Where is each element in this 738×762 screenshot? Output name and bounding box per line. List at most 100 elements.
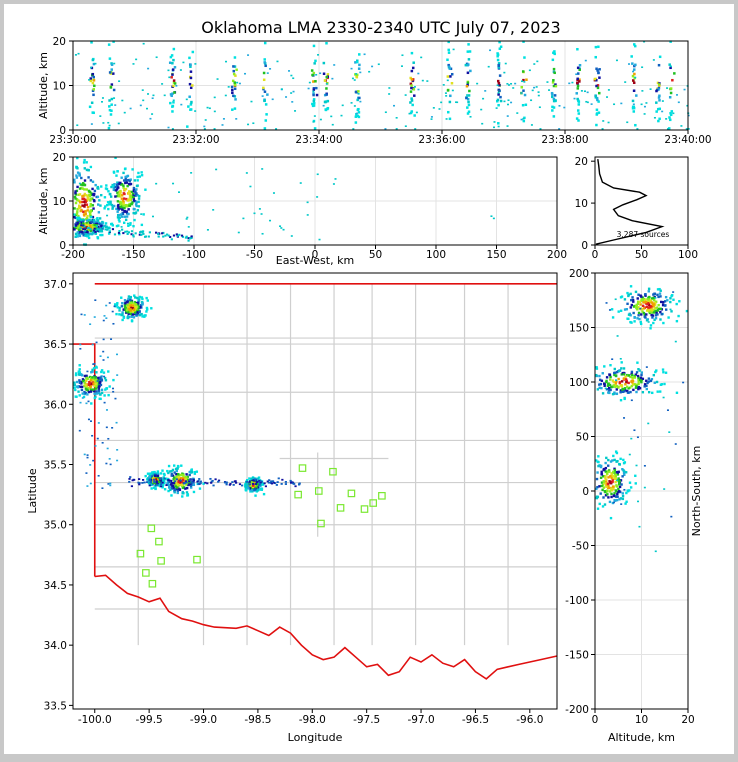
ew-source-point [130,190,133,194]
time-source-point [466,112,470,115]
map-tick-label-y: 33.5 [44,700,67,712]
map-source-point [150,307,153,310]
ns-source-point [626,389,629,393]
time-source-point [231,91,234,95]
ew-source-point [78,182,81,185]
time-source-point [269,68,272,70]
time-source-point [213,128,216,130]
ns-source-point [647,298,650,301]
map-source-point [99,397,102,401]
ns-source-point [635,306,638,310]
map-source-point [148,476,151,479]
time-source-point [90,101,94,105]
time-source-point [632,89,636,92]
ew-source-point [170,238,173,241]
ew-source-point [316,196,319,198]
time-source-point [314,59,317,63]
ns-source-point [666,299,669,302]
map-source-point [217,480,220,483]
ew-source-point [137,171,140,175]
time-source-point [123,111,126,114]
time-source-point [142,42,145,45]
time-source-point [440,101,443,104]
ew-source-point [120,197,124,200]
ns-source-point [595,373,598,377]
time-source-point [595,112,599,115]
ew-source-point [86,195,89,199]
time-source-point [146,107,149,110]
time-source-point [350,102,353,104]
ew-source-point [175,233,178,236]
ns-source-point [655,380,659,384]
ns-source-point [643,315,646,318]
ns-source-point [647,296,650,300]
ew-source-point [111,228,115,231]
time-source-point [661,100,664,102]
map-source-point [148,478,151,482]
time-source-point [576,47,579,51]
ns-source-point [613,373,616,377]
time-source-point [499,95,502,99]
time-source-point [631,99,635,103]
time-source-point [333,64,336,66]
ns-source-point [621,492,624,495]
time-source-point [222,118,225,120]
ns-source-point [664,308,668,311]
ns-source-point [635,385,638,388]
map-source-point [107,483,110,485]
ns-source-point [628,453,631,456]
time-source-point [634,123,637,127]
time-source-point [108,57,112,60]
ns-source-point [643,385,646,388]
map-source-point [74,372,78,375]
ns-source-point [611,358,614,360]
time-source-point [203,125,206,128]
map-source-point [212,484,215,487]
ew-source-point [94,230,97,233]
ns-source-point [602,496,605,499]
time-source-point [92,79,96,82]
map-source-point [277,477,280,480]
time-source-point [395,117,398,119]
ew-source-point [125,181,129,184]
ew-source-point [122,171,125,175]
time-source-point [234,74,237,77]
map-source-point [161,481,164,484]
ns-tick-label: 20 [681,714,694,726]
time-source-point [355,75,359,79]
ns-source-point [607,482,610,486]
time-source-point [666,128,669,130]
time-source-point [558,105,561,107]
time-source-point [172,99,175,102]
map-source-point [149,479,153,482]
map-source-point [113,303,117,306]
time-source-point [410,84,413,87]
time-source-point [514,82,517,85]
ew-source-point [85,230,89,234]
time-source-point [113,62,116,65]
ns-source-point [649,299,653,302]
map-source-point [168,485,171,489]
ew-source-point [127,199,130,202]
map-source-point [184,475,188,479]
time-source-point [444,92,447,94]
ew-source-point [77,214,80,218]
ns-source-point [660,313,663,316]
time-source-point [506,115,509,117]
time-source-point [172,84,175,88]
time-source-point [188,56,191,60]
ns-source-point [649,324,653,327]
map-source-point [175,475,178,478]
map-source-point [259,483,263,486]
ns-source-point [661,303,665,307]
ns-xlabel: Altitude, km [608,731,675,744]
time-source-point [404,94,407,96]
ew-source-point [78,224,82,227]
ew-source-point [97,211,101,214]
map-source-point [99,376,102,379]
ew-source-point [120,226,123,228]
map-source-point [138,483,141,486]
map-source-point [267,481,270,484]
ns-source-point [618,462,621,466]
